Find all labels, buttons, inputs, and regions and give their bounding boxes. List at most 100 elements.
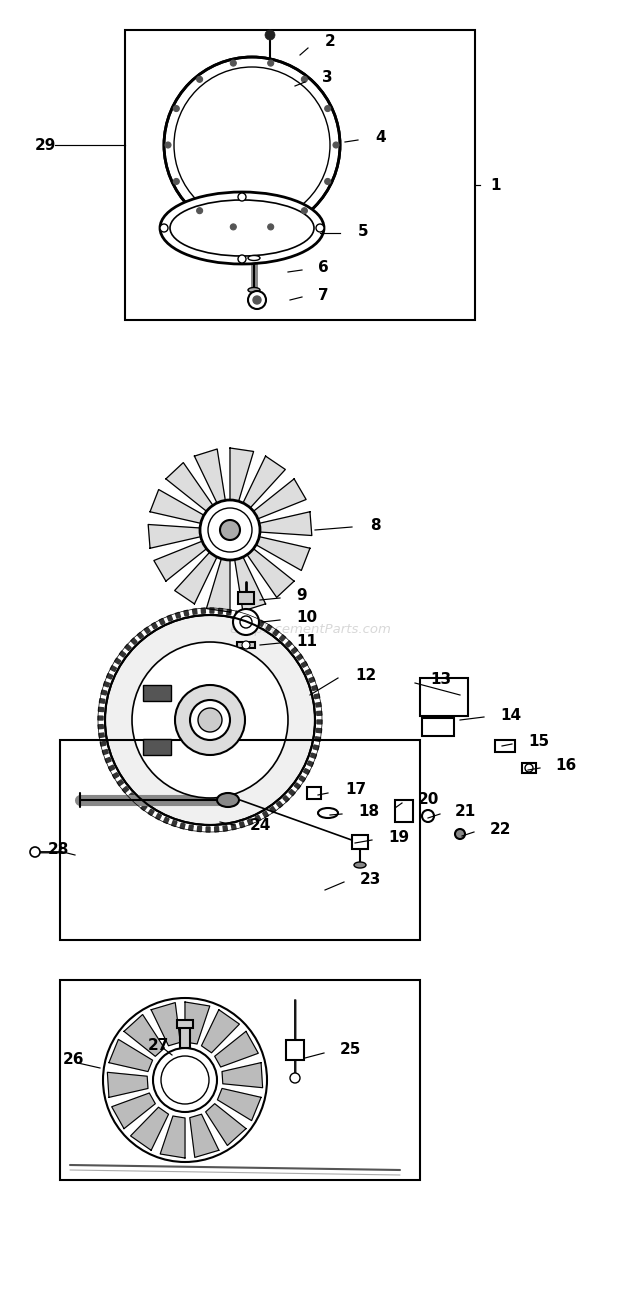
Polygon shape [230, 447, 254, 501]
Polygon shape [99, 733, 104, 737]
Ellipse shape [217, 794, 239, 807]
Text: 28: 28 [48, 842, 69, 858]
Circle shape [153, 1048, 217, 1112]
Polygon shape [206, 1104, 246, 1145]
Circle shape [268, 224, 273, 230]
Text: 19: 19 [388, 830, 409, 845]
Polygon shape [197, 826, 202, 832]
Polygon shape [109, 1040, 153, 1071]
Text: 12: 12 [355, 667, 376, 683]
Polygon shape [316, 703, 321, 707]
Circle shape [208, 508, 252, 551]
Circle shape [160, 224, 168, 232]
Text: 1: 1 [490, 178, 500, 192]
Ellipse shape [248, 287, 260, 292]
Polygon shape [251, 616, 257, 622]
Bar [495, 740, 515, 751]
Circle shape [525, 765, 533, 772]
Polygon shape [107, 1073, 148, 1098]
Circle shape [238, 193, 246, 201]
Polygon shape [231, 824, 236, 830]
Polygon shape [280, 634, 286, 641]
Polygon shape [309, 678, 315, 683]
Polygon shape [277, 801, 283, 808]
Text: 23: 23 [360, 873, 381, 887]
Text: eReplacementParts.com: eReplacementParts.com [229, 624, 391, 637]
Text: 4: 4 [375, 130, 386, 146]
Text: 2: 2 [325, 34, 336, 50]
Text: 20: 20 [418, 792, 440, 808]
Ellipse shape [318, 808, 338, 819]
Polygon shape [185, 1001, 210, 1044]
Bar [522, 763, 536, 772]
Circle shape [175, 686, 245, 755]
Polygon shape [206, 826, 210, 832]
Polygon shape [159, 619, 165, 625]
Polygon shape [124, 1015, 164, 1057]
Polygon shape [154, 541, 206, 582]
Circle shape [165, 142, 171, 147]
Polygon shape [286, 641, 292, 647]
Polygon shape [317, 711, 322, 716]
Polygon shape [243, 613, 249, 620]
Polygon shape [188, 825, 193, 830]
Polygon shape [311, 753, 317, 758]
Polygon shape [180, 822, 185, 829]
Polygon shape [294, 783, 301, 790]
Circle shape [132, 642, 288, 797]
Polygon shape [215, 1032, 259, 1067]
Circle shape [290, 1073, 300, 1083]
Circle shape [266, 82, 274, 89]
Circle shape [230, 224, 236, 230]
Polygon shape [131, 1107, 169, 1150]
Polygon shape [259, 620, 264, 626]
Polygon shape [184, 611, 188, 616]
Circle shape [30, 848, 40, 857]
Polygon shape [98, 716, 103, 720]
Circle shape [161, 1055, 209, 1104]
Polygon shape [273, 629, 279, 636]
Polygon shape [222, 1062, 263, 1088]
Polygon shape [110, 666, 117, 671]
Polygon shape [125, 645, 131, 650]
Bar [286, 1040, 304, 1059]
Polygon shape [316, 728, 322, 733]
Circle shape [333, 142, 339, 147]
Polygon shape [150, 490, 204, 524]
Polygon shape [291, 647, 298, 654]
Bar [237, 642, 255, 647]
Bar [420, 678, 468, 716]
Polygon shape [120, 651, 126, 657]
Text: 24: 24 [250, 817, 272, 833]
Polygon shape [175, 553, 217, 604]
Polygon shape [239, 821, 245, 828]
Polygon shape [270, 807, 276, 813]
Polygon shape [122, 787, 128, 792]
Polygon shape [190, 1115, 219, 1157]
Text: 21: 21 [455, 804, 476, 820]
Circle shape [268, 61, 273, 66]
Text: 5: 5 [358, 225, 369, 240]
Bar [180, 1026, 190, 1048]
Polygon shape [105, 758, 111, 763]
Polygon shape [107, 674, 113, 679]
Bar [143, 684, 170, 700]
Polygon shape [243, 457, 285, 508]
Text: 11: 11 [296, 634, 317, 650]
Circle shape [248, 291, 266, 309]
Circle shape [174, 105, 179, 112]
Polygon shape [304, 769, 310, 774]
Polygon shape [266, 625, 272, 630]
Polygon shape [263, 811, 268, 817]
Circle shape [230, 61, 236, 66]
Polygon shape [164, 817, 169, 824]
Polygon shape [166, 463, 213, 512]
Polygon shape [218, 1088, 261, 1121]
Text: 14: 14 [500, 708, 521, 722]
Polygon shape [192, 609, 197, 615]
Text: 16: 16 [555, 758, 576, 774]
Polygon shape [100, 741, 106, 746]
Polygon shape [289, 790, 295, 796]
Polygon shape [151, 622, 157, 629]
Ellipse shape [354, 862, 366, 869]
